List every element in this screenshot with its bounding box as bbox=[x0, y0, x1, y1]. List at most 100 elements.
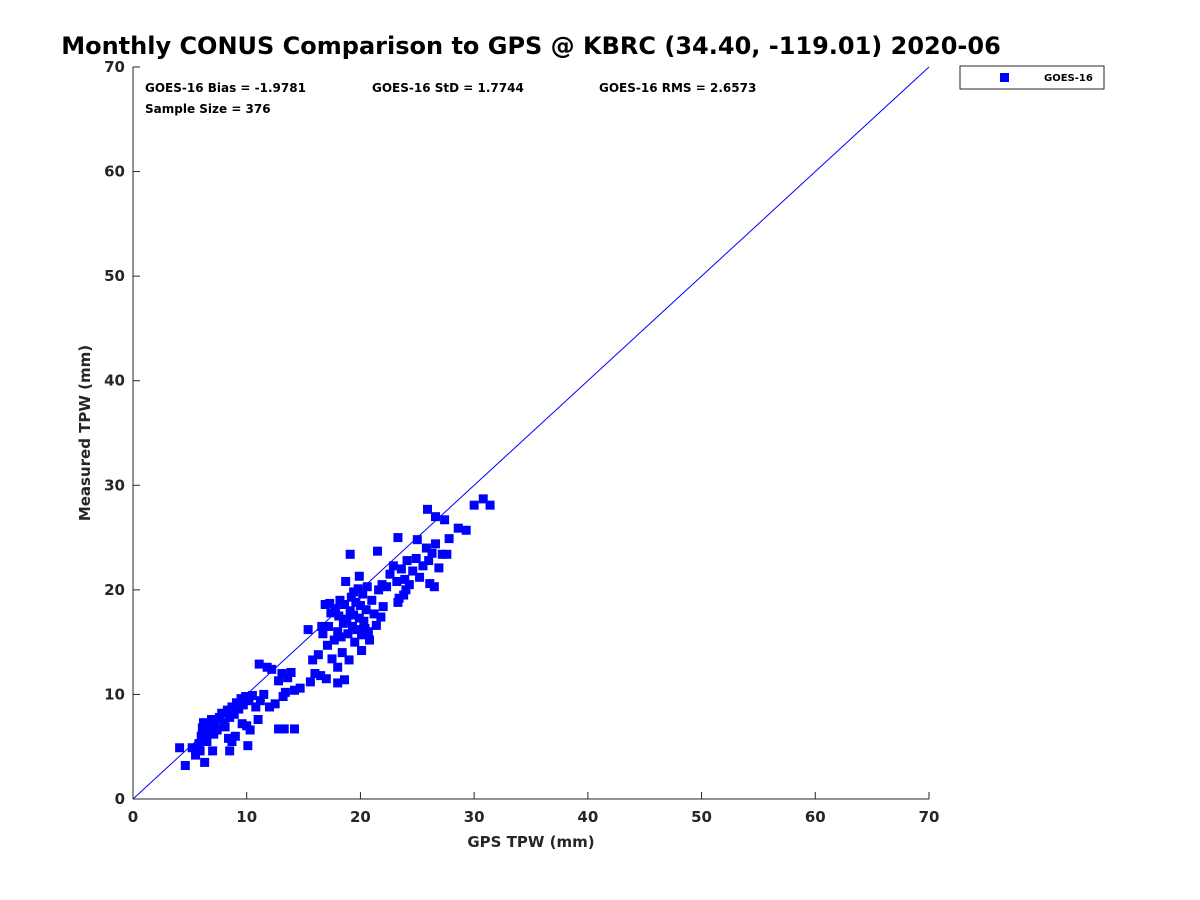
axis-ticks: 0 10 20 30 40 50 60 70 0 10 20 30 40 50 60 70 bbox=[104, 58, 939, 826]
data-point bbox=[199, 718, 209, 728]
data-point bbox=[365, 635, 375, 645]
data-point bbox=[343, 629, 353, 639]
data-point bbox=[217, 708, 227, 718]
data-point bbox=[227, 702, 237, 712]
data-point bbox=[259, 689, 269, 699]
data-points bbox=[175, 494, 495, 771]
data-point bbox=[333, 678, 343, 688]
data-point bbox=[337, 648, 347, 658]
data-point bbox=[318, 629, 328, 639]
data-point bbox=[408, 566, 418, 576]
data-point bbox=[369, 609, 379, 619]
data-point bbox=[350, 637, 360, 647]
data-point bbox=[317, 621, 327, 631]
data-point bbox=[411, 553, 421, 563]
data-point bbox=[236, 694, 246, 704]
data-point bbox=[253, 715, 263, 725]
data-point bbox=[262, 662, 272, 672]
data-point bbox=[371, 620, 381, 630]
x-tick-label: 0 bbox=[128, 808, 138, 826]
data-point bbox=[321, 674, 331, 684]
data-point bbox=[415, 572, 425, 582]
data-point bbox=[224, 733, 234, 743]
data-point bbox=[453, 523, 463, 533]
data-point bbox=[334, 611, 344, 621]
data-point bbox=[372, 546, 382, 556]
legend: GOES-16 bbox=[959, 65, 1105, 90]
data-point bbox=[313, 650, 323, 660]
x-axis-label: GPS TPW (mm) bbox=[467, 833, 594, 851]
data-point bbox=[270, 699, 280, 709]
data-point bbox=[278, 692, 288, 702]
legend-box bbox=[959, 65, 1105, 90]
y-axis-label: Measured TPW (mm) bbox=[76, 345, 94, 521]
data-point bbox=[394, 593, 404, 603]
data-point bbox=[401, 585, 411, 595]
data-point bbox=[430, 539, 440, 549]
data-point bbox=[341, 576, 351, 586]
data-point bbox=[393, 533, 403, 543]
data-point bbox=[230, 731, 240, 741]
data-point bbox=[485, 500, 495, 510]
data-point bbox=[400, 574, 410, 584]
data-point bbox=[222, 705, 232, 715]
data-point bbox=[440, 515, 450, 525]
y-tick-label: 30 bbox=[104, 476, 125, 494]
data-point bbox=[316, 671, 326, 681]
legend-marker-icon bbox=[1000, 73, 1009, 82]
data-point bbox=[220, 722, 230, 732]
data-point bbox=[424, 556, 434, 566]
data-point bbox=[264, 702, 274, 712]
data-point bbox=[330, 604, 340, 614]
y-tick-label: 50 bbox=[104, 267, 125, 285]
data-point bbox=[346, 592, 356, 602]
data-point bbox=[444, 534, 454, 544]
data-point bbox=[388, 561, 398, 571]
data-point bbox=[327, 654, 337, 664]
data-point bbox=[238, 700, 248, 710]
data-point bbox=[382, 582, 392, 592]
bias-stat: GOES-16 Bias = -1.9781 bbox=[145, 81, 306, 95]
std-stat: GOES-16 StD = 1.7744 bbox=[372, 81, 524, 95]
data-point bbox=[354, 571, 364, 581]
x-tick-label: 70 bbox=[919, 808, 940, 826]
data-point bbox=[345, 549, 355, 559]
data-point bbox=[208, 746, 218, 756]
data-point bbox=[367, 595, 377, 605]
data-point bbox=[289, 685, 299, 695]
data-point bbox=[325, 598, 335, 608]
data-point bbox=[267, 664, 277, 674]
data-point bbox=[418, 561, 428, 571]
data-point bbox=[237, 719, 247, 729]
data-point bbox=[231, 698, 241, 708]
y-tick-label: 70 bbox=[104, 58, 125, 76]
data-point bbox=[303, 625, 313, 635]
data-point bbox=[478, 494, 488, 504]
x-tick-label: 20 bbox=[350, 808, 371, 826]
data-point bbox=[242, 721, 252, 731]
data-point bbox=[324, 621, 334, 631]
data-point bbox=[254, 659, 264, 669]
data-point bbox=[336, 632, 346, 642]
data-point bbox=[427, 548, 437, 558]
data-point bbox=[194, 739, 204, 749]
data-point bbox=[305, 677, 315, 687]
rms-stat: GOES-16 RMS = 2.6573 bbox=[599, 81, 756, 95]
data-point bbox=[286, 667, 296, 677]
data-point bbox=[326, 608, 336, 618]
y-tick-label: 0 bbox=[115, 790, 125, 808]
data-point bbox=[434, 563, 444, 573]
data-point bbox=[396, 564, 406, 574]
data-point bbox=[355, 601, 365, 611]
data-point bbox=[322, 640, 332, 650]
data-point bbox=[354, 613, 364, 623]
data-point bbox=[329, 635, 339, 645]
data-point bbox=[274, 724, 284, 734]
data-point bbox=[274, 676, 284, 686]
y-tick-label: 60 bbox=[104, 163, 125, 181]
data-point bbox=[347, 621, 357, 631]
x-tick-label: 10 bbox=[236, 808, 257, 826]
x-tick-label: 50 bbox=[691, 808, 712, 826]
data-point bbox=[349, 587, 359, 597]
data-point bbox=[320, 599, 330, 609]
